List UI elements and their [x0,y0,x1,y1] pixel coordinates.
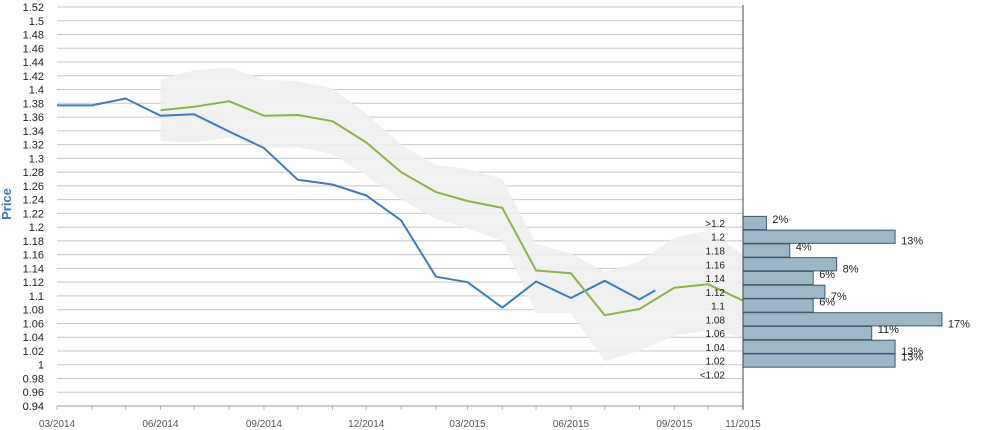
y-tick-label: 1.04 [23,332,44,344]
histogram-percent-label: 13% [901,346,923,358]
histogram-bin-label: 1.06 [706,329,726,340]
y-tick-label: 1.32 [23,140,44,152]
histogram-bar [742,243,791,258]
y-tick-label: 1.46 [23,43,44,55]
histogram-percent-label: 13% [901,236,923,248]
histogram-bin-label: >1.2 [705,219,725,230]
y-tick-label: 1.5 [29,16,44,28]
axes: 0.940.960.9811.021.041.061.081.11.121.14… [23,2,762,430]
histogram-percent-label: 11% [878,324,899,336]
histogram-bar [742,298,814,313]
y-tick-label: 1.38 [23,98,44,110]
y-tick-label: 1.28 [23,167,44,179]
histogram-bar [742,215,767,231]
y-tick-label: 1.02 [23,346,44,358]
y-tick-label: 0.98 [23,373,44,385]
y-tick-label: 1.44 [23,57,44,69]
histogram-percent-label: 13% [901,352,923,364]
histogram-bin-label: 1.2 [711,233,725,244]
histogram-bar [742,353,896,368]
x-tick-label: 06/2014 [142,419,179,430]
histogram-percent-label: 7% [831,291,847,303]
histogram-bin-label: 1.02 [706,357,726,368]
histogram-bin-label: 1.1 [711,302,725,313]
confidence-band [160,67,743,362]
y-tick-label: 1.16 [23,250,44,262]
forecast-series-line [160,100,744,317]
y-tick-label: 1.1 [29,291,44,303]
histogram-bar [742,339,896,354]
x-tick-label: 06/2015 [553,419,590,430]
histogram-bin-label: 1.18 [706,247,726,258]
x-tick-label: 12/2014 [348,419,385,430]
x-tick-label: 09/2014 [246,419,283,430]
histogram-bin-label: 1.04 [706,343,726,354]
histogram-bin-label: 1.14 [706,274,726,285]
y-axis-label: Price [0,188,14,220]
y-tick-label: 1.22 [23,208,44,220]
y-tick-label: 1.36 [23,112,44,124]
histogram-bar [742,270,814,286]
series-lines [57,97,744,317]
x-tick-label: 11/2015 [725,419,761,430]
y-tick-label: 1.34 [23,126,44,138]
y-tick-label: 0.96 [23,387,44,399]
y-tick-label: 1.24 [23,195,44,207]
y-tick-label: 1.52 [23,2,44,14]
histogram-bin-label: 1.16 [706,260,726,271]
histogram-bin-label: <1.02 [700,370,726,381]
y-tick-label: 1.26 [23,181,44,193]
histogram-percent-label: 6% [819,297,835,309]
y-tick-label: 1.12 [23,277,44,289]
probability-histogram: >1.2 2% 1.2 13% 1.18 4% 1.16 8% 1.14 6% 1.12 7% 1.1 6… [700,214,970,381]
y-tick-label: 1.3 [29,153,44,165]
y-tick-label: 1.06 [23,318,44,330]
histogram-bin-label: 1.08 [706,315,726,326]
y-tick-label: 1.2 [29,222,44,234]
histogram-percent-label: 6% [819,269,835,281]
x-tick-label: 03/2015 [449,419,486,430]
histogram-bar [742,325,873,341]
histogram-bar [742,229,896,244]
x-tick-label: 09/2015 [656,419,693,430]
y-tick-label: 1.48 [23,30,44,42]
histogram-percent-label: 2% [772,214,788,226]
y-tick-label: 1 [38,360,44,372]
y-tick-label: 1.14 [23,263,44,275]
actual-series-line [57,97,656,309]
y-tick-label: 1.18 [23,236,44,248]
confidence-band-area [160,67,743,362]
y-tick-label: 1.42 [23,71,44,83]
histogram-bar [742,284,826,299]
histogram-percent-label: 17% [948,318,970,330]
histogram-bin-label: 1.12 [706,288,726,299]
histogram-bar [742,312,943,327]
histogram-percent-label: 8% [843,263,859,275]
histogram-percent-label: 4% [796,242,812,254]
y-tick-label: 1.08 [23,305,44,317]
y-tick-label: 1.4 [29,85,44,97]
y-tick-label: 0.94 [23,401,44,413]
x-tick-label: 03/2014 [39,419,76,430]
